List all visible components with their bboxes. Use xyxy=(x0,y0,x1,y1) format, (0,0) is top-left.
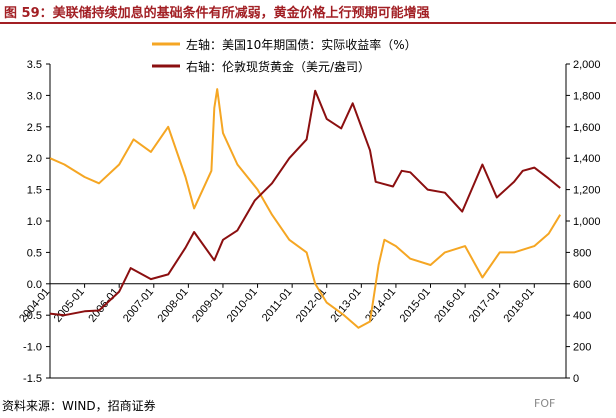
chart-axes: -1.5 -1.0 -0.5 0.0 0.5 1.0 1.5 2.0 2.5 3.0 3.5 0 200… xyxy=(17,59,600,385)
right-tick-label: 800 xyxy=(573,247,591,259)
left-tick-label: 2.0 xyxy=(27,153,42,165)
left-tick-label: -1.5 xyxy=(23,373,42,385)
title-bar: 图 59：美联储持续加息的基础条件有所减弱，黄金价格上行预期可能增强 xyxy=(0,0,616,24)
x-tick-label: 2009-01 xyxy=(190,286,225,325)
right-tick-label: 0 xyxy=(573,373,579,385)
left-tick-label: 3.5 xyxy=(27,59,42,71)
right-tick-label: 1,400 xyxy=(573,153,601,165)
left-tick-label: 2.5 xyxy=(27,122,42,134)
x-tick-label: 2012-01 xyxy=(294,286,329,325)
source-note: 资料来源：WIND，招商证券 xyxy=(2,399,156,413)
right-tick-label: 600 xyxy=(573,279,591,291)
x-tick-label: 2011-01 xyxy=(260,286,295,324)
chart-series xyxy=(49,88,562,329)
x-tick-label: 2016-01 xyxy=(432,286,467,325)
right-tick-label: 1,200 xyxy=(573,185,601,197)
left-tick-label: 0.0 xyxy=(27,279,42,291)
right-tick-label: 1,600 xyxy=(573,122,601,134)
watermark: FOF xyxy=(534,397,556,410)
x-tick-label: 2014-01 xyxy=(363,286,398,325)
x-tick-label: 2015-01 xyxy=(398,286,433,325)
x-tick-label: 2010-01 xyxy=(225,286,260,325)
right-tick-label: 1,800 xyxy=(573,90,601,102)
left-tick-label: 3.0 xyxy=(27,90,42,102)
x-tick-label: 2008-01 xyxy=(156,286,191,325)
x-tick-label: 2005-01 xyxy=(52,286,87,325)
legend-label-gold-price: 右轴：伦敦现货黄金（美元/盎司） xyxy=(186,59,370,74)
left-tick-label: 1.0 xyxy=(27,216,42,228)
x-tick-label: 2013-01 xyxy=(328,286,363,325)
legend-label-real-yield: 左轴：美国10年期国债：实际收益率（%） xyxy=(186,37,417,52)
right-tick-label: 200 xyxy=(573,342,591,354)
x-tick-label: 2018-01 xyxy=(501,286,536,325)
left-tick-label: -1.0 xyxy=(23,342,42,354)
x-tick-label: 2007-01 xyxy=(121,286,156,325)
series-line-gold-price xyxy=(49,89,561,317)
left-tick-label: -0.5 xyxy=(23,310,42,322)
right-tick-label: 400 xyxy=(573,310,591,322)
chart-legend: 左轴：美国10年期国债：实际收益率（%） 右轴：伦敦现货黄金（美元/盎司） xyxy=(152,37,417,74)
left-tick-label: 0.5 xyxy=(27,247,42,259)
right-tick-label: 1,000 xyxy=(573,216,601,228)
x-tick-label: 2017-01 xyxy=(467,286,502,325)
left-tick-label: 1.5 xyxy=(27,185,42,197)
right-tick-label: 2,000 xyxy=(573,59,601,71)
chart-title: 图 59：美联储持续加息的基础条件有所减弱，黄金价格上行预期可能增强 xyxy=(4,6,430,21)
series-line-real-yield xyxy=(49,88,562,329)
